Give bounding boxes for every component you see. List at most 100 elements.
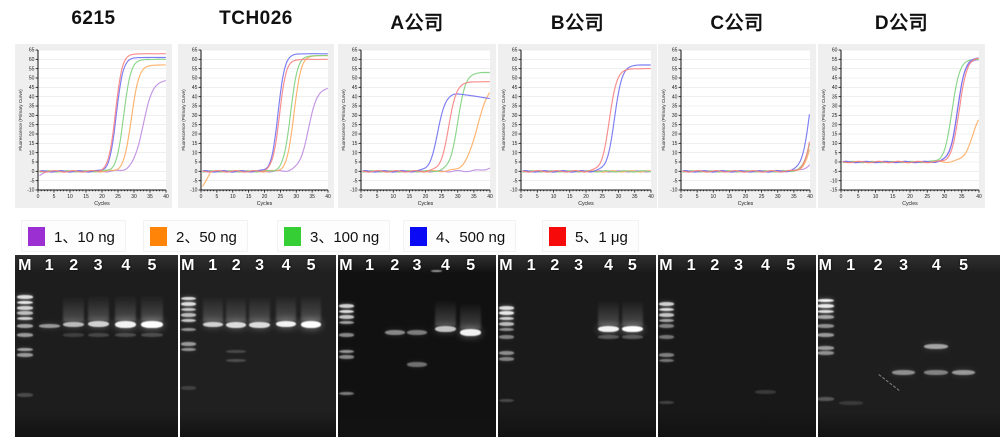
gel-lane-label: 4: [604, 257, 614, 274]
plot-area: [201, 50, 328, 190]
gel-ladder-band: [498, 322, 514, 326]
x-tick-label: 40: [163, 194, 169, 200]
y-tick-label: 35: [192, 104, 198, 110]
y-tick-label: -5: [833, 169, 838, 175]
gel-band: [63, 333, 85, 338]
y-tick-label: 45: [512, 85, 518, 91]
x-tick-label: 30: [616, 194, 622, 200]
y-tick-label: 25: [192, 122, 198, 128]
gel-band: [115, 333, 137, 338]
x-tick-label: 15: [83, 194, 89, 200]
y-tick-label: 20: [832, 122, 838, 128]
legend-swatch-orange: [150, 226, 167, 246]
y-tick-label: 35: [832, 94, 838, 100]
amplification-curve: [522, 68, 651, 173]
y-tick-label: 20: [29, 132, 35, 138]
qpcr-chart: -10 -5 0 5 10 15 20 25 30 35 40 45 50 55 60 65 0 5 10 15 20 2…: [18, 48, 169, 207]
x-tick-label: 25: [115, 194, 121, 200]
x-tick-label: 35: [632, 194, 638, 200]
gel-ladder-band: [338, 304, 354, 308]
gel-lane-label: M: [18, 257, 32, 274]
gel-band: [951, 369, 976, 375]
y-tick-label: 20: [512, 132, 518, 138]
gel-ladder-band: [180, 318, 196, 323]
gel-band: [226, 322, 247, 329]
gel-lane-label: 3: [93, 257, 103, 274]
x-axis-label: Cycles: [902, 201, 918, 207]
y-tick-label: 10: [832, 141, 838, 147]
legend-item-50ng: 2、50 ng: [143, 220, 248, 252]
legend-item-100ng: 3、100 ng: [277, 220, 391, 252]
gel-ladder-band: [180, 307, 196, 312]
y-tick-label: 15: [352, 141, 358, 147]
gel-ladder-band: [180, 327, 196, 332]
x-tick-label: 40: [325, 194, 331, 200]
gel-ladder-band: [180, 296, 196, 301]
legend-label: 2、50 ng: [176, 228, 237, 246]
gel-ladder-band: [818, 324, 835, 328]
gel-ladder-band: [498, 305, 514, 310]
y-tick-label: 0: [675, 169, 678, 175]
gel-lane-label: 3: [255, 257, 264, 274]
x-tick-label: 30: [455, 194, 461, 200]
gel-ladder-band: [498, 356, 514, 361]
gel-band-smear: [63, 296, 85, 323]
x-tick-label: 15: [246, 194, 252, 200]
y-tick-label: 20: [352, 132, 358, 138]
amplification-curve: [202, 53, 328, 173]
gel-ladder-band: [818, 396, 835, 401]
gel-band: [115, 320, 137, 328]
amplification-curve: [362, 93, 490, 173]
gel-ladder-band: [17, 300, 33, 305]
gel-band: [924, 369, 949, 375]
y-tick-label: -10: [190, 188, 197, 194]
y-tick-label: 20: [672, 132, 678, 138]
gel-lane-label: 4: [281, 257, 291, 274]
x-tick-label: 0: [200, 194, 203, 200]
gel-band: [249, 322, 270, 329]
x-tick-label: 0: [37, 194, 40, 200]
y-tick-label: 25: [832, 113, 838, 119]
x-tick-label: 40: [487, 194, 493, 200]
qpcr-plot-panel-3: -10 -5 0 5 10 15 20 25 30 35 40 45 50 55 60 65 0 5 10 15 20 2…: [338, 44, 496, 208]
plot-area: [681, 50, 810, 190]
gel-ladder-band: [498, 316, 514, 321]
y-tick-label: 55: [512, 66, 518, 72]
x-tick-label: 5: [53, 194, 56, 200]
gel-ladder-band: [338, 315, 354, 319]
panel-title-1: 6215: [71, 8, 116, 29]
gel-lane-label: M: [499, 257, 513, 274]
y-tick-label: 30: [512, 113, 518, 119]
gel-lane-label: 4: [440, 257, 450, 274]
gel-lane-label: 4: [931, 257, 941, 274]
y-tick-label: -5: [513, 178, 518, 184]
gel-band: [406, 362, 428, 368]
y-tick-label: 5: [355, 160, 358, 166]
gel-ladder-band: [338, 333, 354, 337]
gel-ladder-band: [17, 333, 33, 337]
amplification-curve: [202, 58, 328, 173]
gel-band-smear: [275, 295, 297, 322]
y-tick-label: 65: [29, 48, 35, 54]
legend-label: 1、10 ng: [54, 228, 115, 246]
y-tick-label: 45: [352, 85, 358, 91]
y-tick-label: 0: [355, 169, 358, 175]
y-tick-label: 60: [29, 57, 35, 63]
gel-ladder-band: [17, 324, 33, 328]
y-tick-label: 50: [352, 76, 358, 82]
gel-lane-label: M: [181, 257, 195, 274]
y-tick-label: 60: [512, 57, 518, 63]
y-tick-label: 0: [195, 169, 198, 175]
gel-band: [755, 389, 776, 394]
x-tick-label: 5: [696, 194, 699, 200]
y-tick-label: 65: [512, 48, 518, 54]
y-tick-label: -5: [353, 178, 358, 184]
gel-band-smear: [435, 299, 456, 326]
y-axis-label: Fluorescence (Primary Curve): [501, 89, 506, 151]
gel-lane-label: 1: [526, 257, 536, 274]
y-tick-label: 65: [192, 48, 198, 54]
qpcr-chart: -10 -5 0 5 10 15 20 25 30 35 40 45 50 55 60 65 0 5 10 15 20 2…: [181, 48, 331, 207]
gel-lane-label: 1: [44, 257, 54, 274]
